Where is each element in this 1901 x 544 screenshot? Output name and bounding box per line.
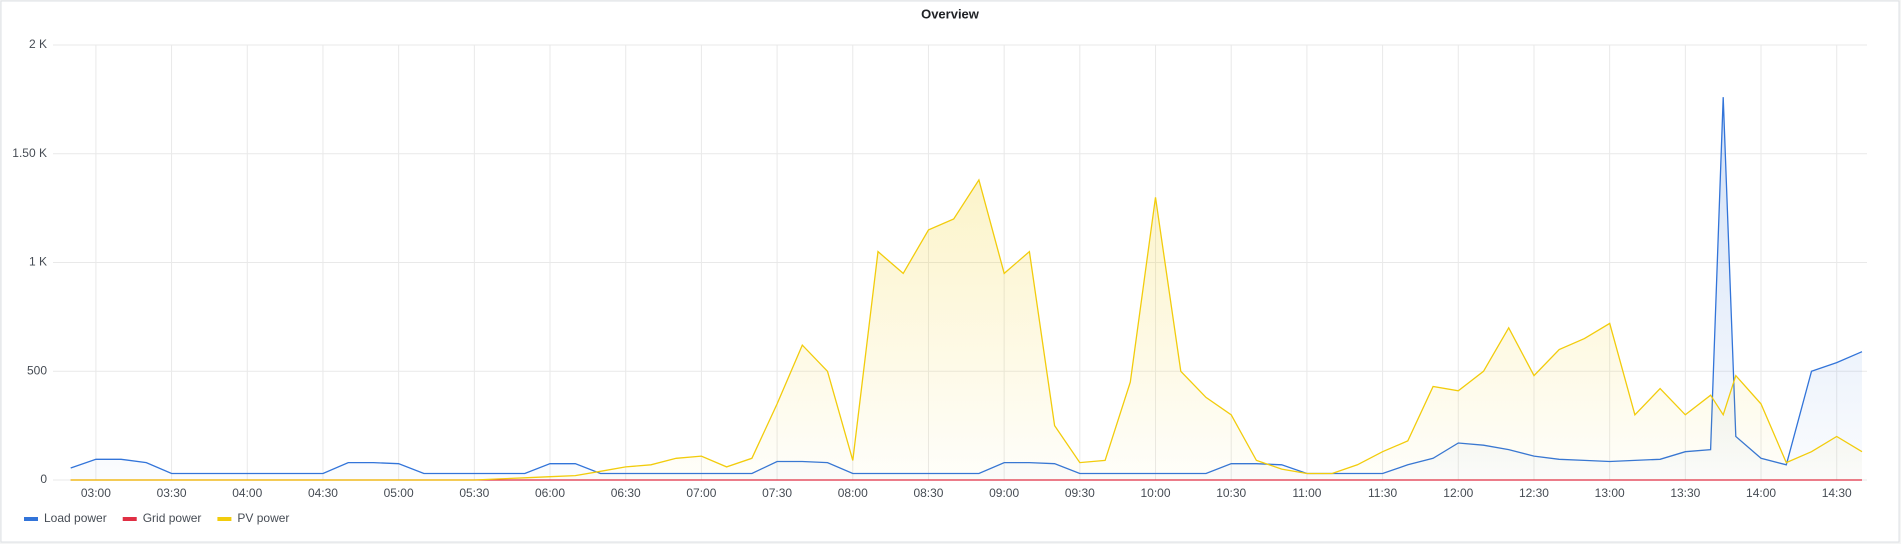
- x-tick-label: 09:30: [1065, 486, 1095, 500]
- x-tick-label: 10:00: [1141, 486, 1171, 500]
- x-tick-label: 11:30: [1368, 486, 1397, 500]
- x-tick-label: 05:30: [459, 486, 489, 500]
- y-tick-label: 500: [27, 363, 47, 377]
- legend-swatch: [217, 517, 232, 521]
- x-tick-label: 12:00: [1443, 486, 1473, 500]
- legend-label[interactable]: Grid power: [143, 511, 202, 525]
- legend-swatch: [122, 517, 137, 521]
- x-tick-label: 08:00: [838, 486, 868, 500]
- x-tick-label: 14:30: [1822, 486, 1852, 500]
- x-tick-label: 07:00: [686, 486, 716, 500]
- x-tick-label: 10:30: [1216, 486, 1246, 500]
- y-tick-label: 1.50 K: [12, 146, 47, 160]
- x-tick-label: 14:00: [1746, 486, 1776, 500]
- x-tick-label: 13:00: [1595, 486, 1625, 500]
- x-tick-label: 12:30: [1519, 486, 1549, 500]
- y-tick-label: 2 K: [29, 37, 47, 51]
- x-tick-label: 07:30: [762, 486, 792, 500]
- chart-title: Overview: [921, 6, 980, 21]
- x-tick-label: 11:00: [1292, 486, 1321, 500]
- x-tick-label: 13:30: [1670, 486, 1700, 500]
- x-tick-label: 04:00: [232, 486, 262, 500]
- series-area: [70, 179, 1862, 480]
- legend-label[interactable]: PV power: [237, 511, 289, 525]
- legend-swatch: [24, 517, 38, 521]
- legend-label[interactable]: Load power: [44, 511, 107, 525]
- x-tick-label: 06:30: [611, 486, 641, 500]
- x-tick-label: 03:00: [81, 486, 111, 500]
- x-tick-label: 09:00: [989, 486, 1019, 500]
- x-tick-label: 06:00: [535, 486, 565, 500]
- y-tick-label: 1 K: [29, 255, 47, 269]
- y-tick-label: 0: [40, 472, 47, 486]
- series-line: [70, 178, 1863, 481]
- x-tick-label: 05:00: [384, 486, 414, 500]
- x-tick-label: 04:30: [308, 486, 338, 500]
- x-tick-label: 03:30: [157, 486, 187, 500]
- x-tick-label: 08:30: [913, 486, 943, 500]
